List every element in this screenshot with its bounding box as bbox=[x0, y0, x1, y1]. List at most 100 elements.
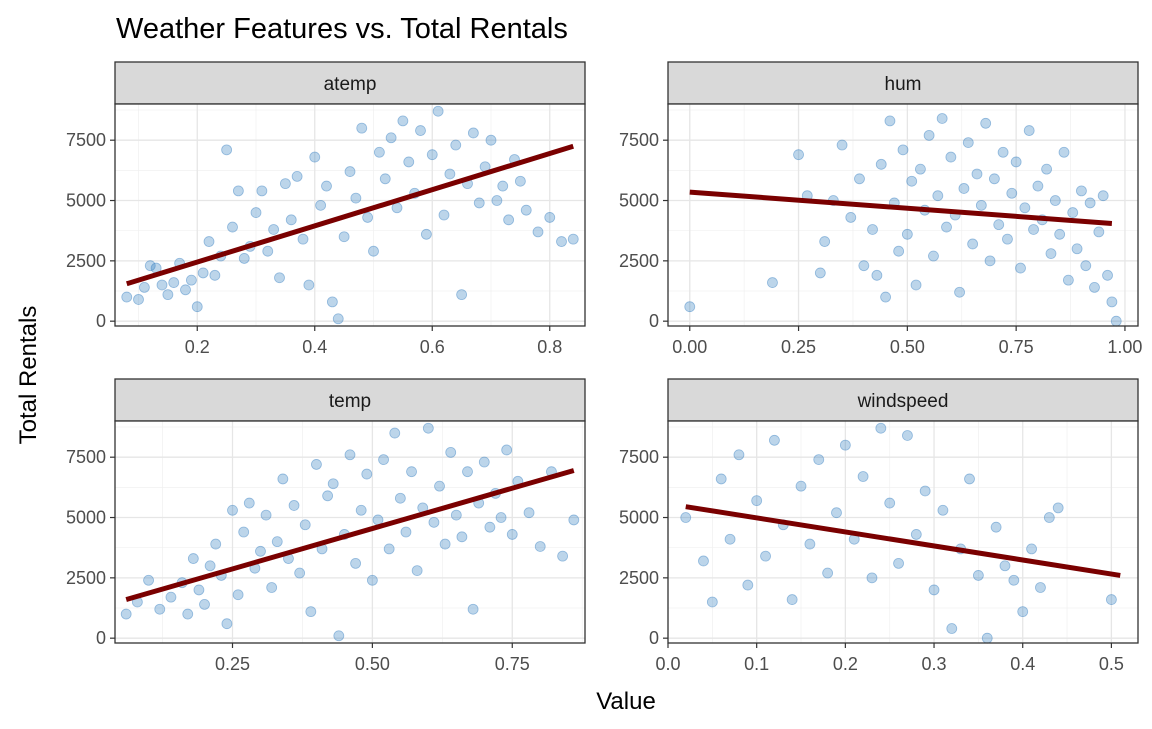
data-point bbox=[866, 572, 878, 584]
x-tick-label: 0.2 bbox=[185, 337, 210, 357]
data-point bbox=[999, 560, 1011, 572]
data-point bbox=[456, 289, 468, 301]
data-point bbox=[221, 618, 233, 630]
data-point bbox=[1019, 202, 1031, 214]
y-tick-label: 2500 bbox=[66, 251, 106, 271]
panel-border bbox=[667, 103, 1139, 327]
data-point bbox=[880, 291, 891, 303]
facet-hum: hum 0.00 0.25 0.50 0.75 1.00 0 2500 5000 7500 bbox=[619, 61, 1142, 357]
data-point bbox=[988, 173, 1000, 185]
data-point bbox=[523, 507, 535, 519]
points-group bbox=[120, 422, 580, 642]
data-point bbox=[831, 507, 842, 519]
points-group bbox=[121, 105, 579, 325]
data-point bbox=[450, 139, 462, 151]
x-tick-label: 0.00 bbox=[672, 337, 707, 357]
data-point bbox=[1006, 187, 1018, 199]
x-tick-label: 0.75 bbox=[999, 337, 1034, 357]
data-point bbox=[902, 430, 913, 441]
data-point bbox=[1106, 296, 1118, 308]
data-point bbox=[1089, 281, 1100, 293]
data-point bbox=[187, 553, 199, 564]
data-point bbox=[366, 574, 378, 586]
data-point bbox=[467, 127, 479, 139]
data-point bbox=[154, 603, 166, 615]
data-point bbox=[238, 253, 250, 264]
data-point bbox=[462, 466, 473, 478]
facet-strip-label: atemp bbox=[324, 74, 377, 95]
data-point bbox=[185, 274, 197, 286]
data-point bbox=[1043, 512, 1055, 523]
data-point bbox=[133, 294, 144, 305]
data-point bbox=[311, 459, 322, 470]
data-point bbox=[321, 180, 332, 192]
data-point bbox=[227, 221, 238, 233]
data-point bbox=[294, 567, 306, 579]
data-point bbox=[138, 281, 150, 293]
data-point bbox=[1097, 190, 1109, 202]
data-point bbox=[501, 444, 513, 456]
data-point bbox=[1067, 207, 1079, 218]
data-point bbox=[1041, 163, 1053, 175]
y-tick-label: 0 bbox=[649, 311, 659, 331]
data-point bbox=[168, 277, 180, 288]
data-point bbox=[266, 582, 278, 593]
data-point bbox=[814, 267, 826, 279]
data-point bbox=[1102, 269, 1113, 281]
data-point bbox=[893, 245, 905, 257]
x-tick-label: 0.2 bbox=[833, 654, 858, 674]
data-point bbox=[1032, 180, 1044, 192]
data-point bbox=[362, 212, 374, 223]
data-point bbox=[144, 260, 156, 272]
facet-strip-label: windspeed bbox=[857, 391, 949, 412]
data-point bbox=[557, 550, 569, 562]
data-point bbox=[1017, 606, 1029, 618]
data-point bbox=[156, 279, 168, 291]
data-point bbox=[1076, 185, 1087, 197]
data-point bbox=[467, 603, 479, 615]
data-point bbox=[971, 168, 983, 180]
data-point bbox=[291, 170, 303, 182]
data-point bbox=[428, 516, 440, 528]
y-tick-label: 2500 bbox=[619, 568, 659, 588]
x-tick-label: 0.25 bbox=[781, 337, 816, 357]
x-tick-label: 0.50 bbox=[355, 654, 390, 674]
data-point bbox=[403, 156, 415, 168]
data-point bbox=[256, 185, 268, 197]
data-point bbox=[326, 296, 338, 308]
data-point bbox=[444, 168, 456, 180]
data-point bbox=[303, 279, 315, 291]
data-point bbox=[180, 284, 191, 296]
data-point bbox=[268, 224, 280, 235]
data-point bbox=[232, 185, 244, 197]
data-point bbox=[432, 105, 444, 117]
data-point bbox=[497, 180, 509, 192]
chart-title: Weather Features vs. Total Rentals bbox=[116, 13, 568, 45]
data-point bbox=[520, 204, 532, 216]
data-point bbox=[209, 269, 221, 281]
data-point bbox=[227, 504, 238, 516]
data-point bbox=[434, 480, 445, 492]
data-point bbox=[350, 192, 362, 204]
panel-border bbox=[114, 103, 586, 327]
data-point bbox=[819, 236, 831, 247]
data-point bbox=[199, 598, 210, 610]
data-point bbox=[305, 606, 317, 618]
data-point bbox=[420, 228, 432, 240]
data-point bbox=[867, 224, 878, 235]
data-point bbox=[491, 195, 503, 206]
data-point bbox=[368, 245, 379, 257]
data-point bbox=[1049, 195, 1061, 206]
data-point bbox=[804, 538, 816, 550]
data-point bbox=[928, 250, 939, 262]
data-point bbox=[378, 454, 389, 466]
y-tick-label: 5000 bbox=[66, 508, 106, 528]
data-point bbox=[724, 533, 736, 545]
data-point bbox=[1023, 125, 1035, 136]
data-point bbox=[415, 125, 426, 136]
facet-temp: temp 0.25 0.50 0.75 0 2500 5000 7500 bbox=[66, 378, 586, 674]
data-point bbox=[910, 279, 922, 291]
panel-border bbox=[667, 420, 1139, 644]
data-point bbox=[884, 115, 896, 127]
data-point bbox=[534, 541, 546, 552]
